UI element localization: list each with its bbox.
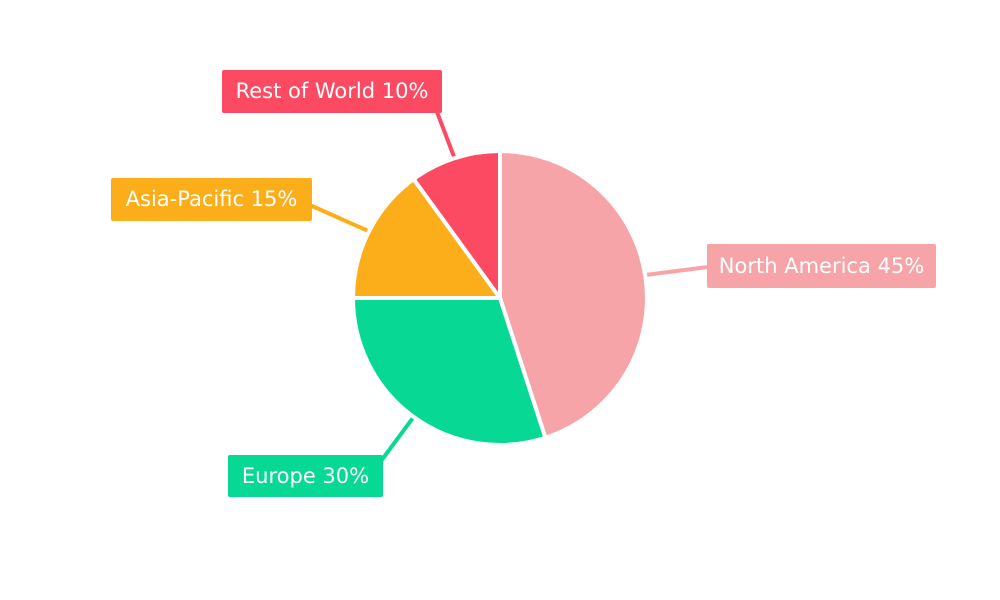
pie-slice-north-america[interactable] xyxy=(498,149,649,440)
pie-label-north-america: North America 45% xyxy=(707,244,936,288)
pie-label-asia-pacific: Asia-Pacific 15% xyxy=(111,178,312,221)
leader-line-europe xyxy=(379,414,416,463)
leader-line-asia-pacific xyxy=(310,204,371,234)
pie-label-europe: Europe 30% xyxy=(228,455,383,497)
leader-line-rest-of-world xyxy=(435,110,457,161)
pie-label-rest-of-world: Rest of World 10% xyxy=(222,70,442,113)
leader-line-north-america xyxy=(643,265,710,277)
pie-slice-asia-pacific[interactable] xyxy=(351,177,502,300)
pie-slice-europe[interactable] xyxy=(351,296,548,447)
pie-slice-rest-of-world[interactable] xyxy=(411,149,502,300)
